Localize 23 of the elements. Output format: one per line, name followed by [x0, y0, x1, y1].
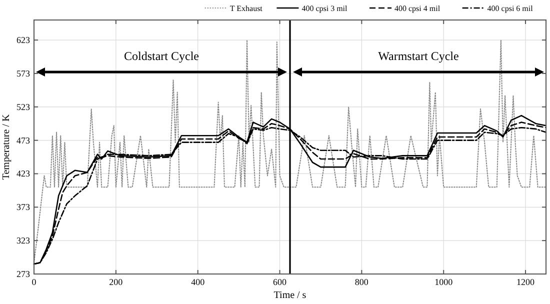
legend-label: 400 cpsi 3 mil: [302, 4, 348, 13]
x-axis-title: Time / s: [274, 290, 306, 301]
legend-label: 400 cpsi 6 mil: [487, 4, 534, 13]
legend-label: 400 cpsi 4 mil: [394, 4, 441, 13]
x-tick-label: 0: [32, 277, 37, 287]
y-tick-label: 273: [16, 269, 30, 279]
x-tick-label: 1200: [516, 277, 536, 287]
x-tick-label: 400: [191, 277, 206, 287]
x-tick-label: 200: [109, 277, 124, 287]
x-tick-label: 600: [273, 277, 288, 287]
x-tick-label: 1000: [434, 277, 454, 287]
y-tick-label: 573: [16, 68, 30, 78]
y-tick-label: 523: [16, 102, 30, 112]
legend-label: T Exhaust: [230, 4, 264, 13]
y-axis-title: Temperature / K: [1, 114, 12, 180]
annotation: Warmstart Cycle: [378, 49, 459, 63]
y-tick-label: 373: [16, 202, 30, 212]
x-tick-label: 800: [354, 277, 369, 287]
y-tick-label: 623: [16, 35, 30, 46]
y-tick-label: 423: [16, 168, 30, 179]
y-tick-label: 323: [16, 236, 30, 246]
annotation: Coldstart Cycle: [124, 49, 199, 63]
y-tick-label: 473: [16, 135, 30, 146]
